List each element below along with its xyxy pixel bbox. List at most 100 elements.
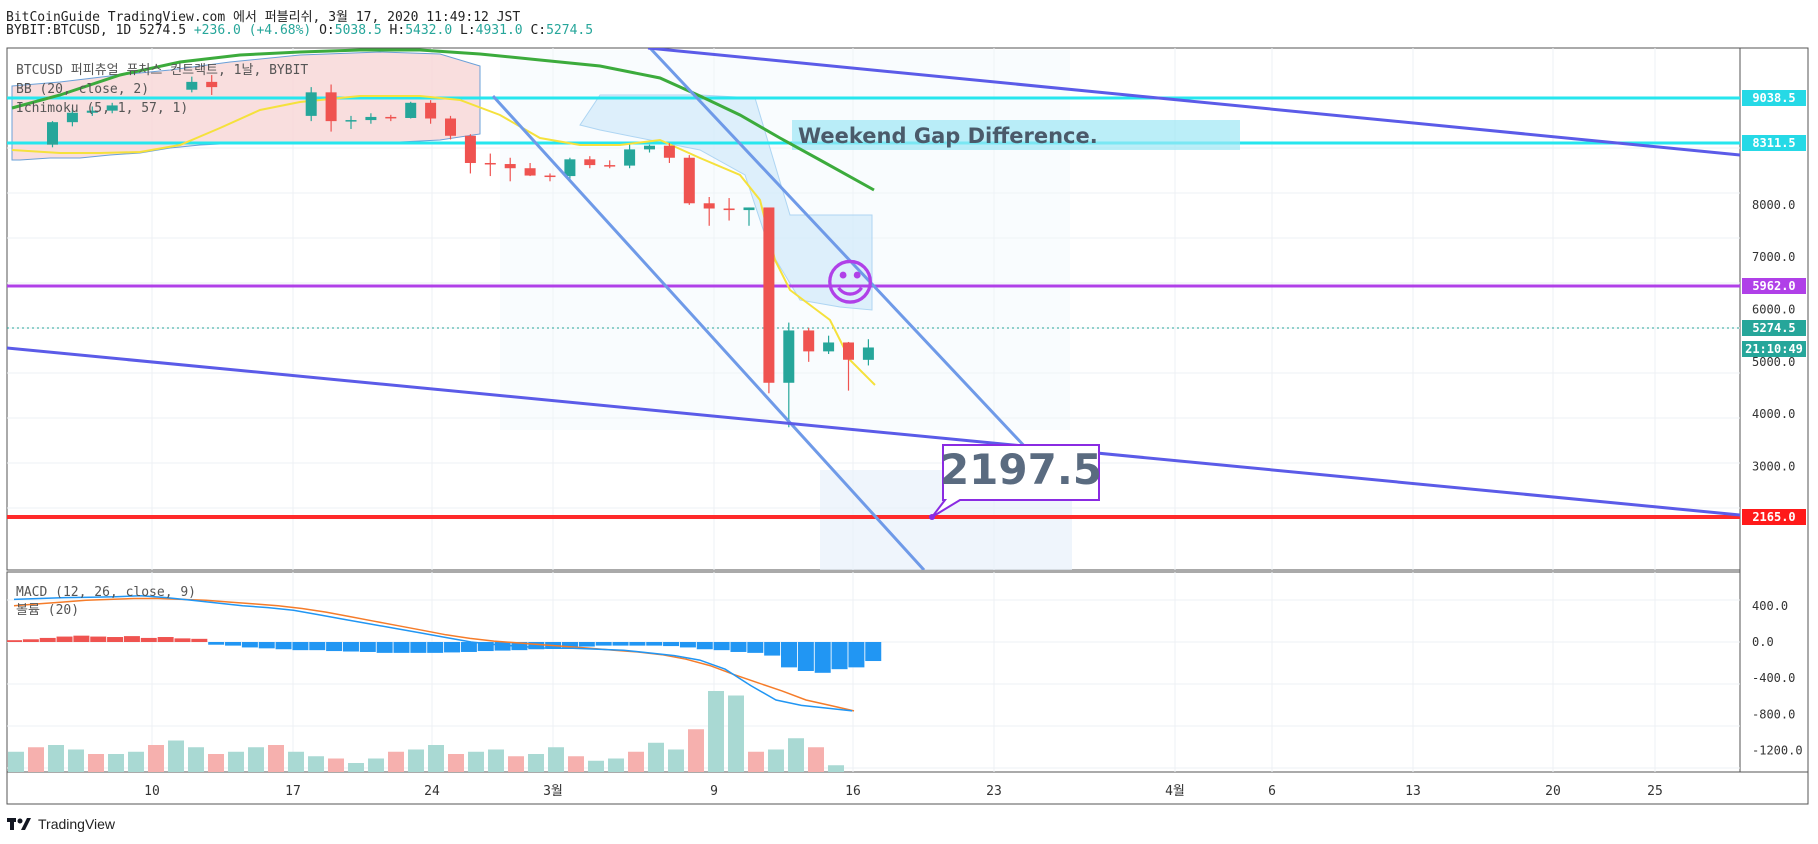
footer-brand[interactable]: TradingView bbox=[38, 816, 116, 832]
legend-bb[interactable]: BB (20, close, 2) bbox=[16, 82, 149, 97]
macd-tick-label: -1200.0 bbox=[1752, 744, 1803, 758]
time-tick-label: 20 bbox=[1545, 784, 1561, 799]
smiley-icon[interactable]: ☺ bbox=[824, 254, 876, 312]
macd-hist-bar bbox=[56, 636, 73, 642]
volume-bar bbox=[648, 742, 664, 772]
volume-bar bbox=[248, 747, 264, 772]
macd-hist-bar bbox=[679, 642, 696, 648]
price-label-box bbox=[1742, 278, 1806, 294]
candle-body bbox=[385, 116, 397, 119]
macd-hist-bar bbox=[208, 642, 225, 645]
candle-body bbox=[604, 165, 616, 167]
volume-bar bbox=[808, 747, 824, 772]
volume-bar bbox=[708, 691, 724, 772]
candle-body bbox=[66, 112, 78, 123]
macd-hist-bar bbox=[73, 635, 90, 642]
candle-body bbox=[783, 330, 795, 383]
volume-bar bbox=[688, 729, 704, 772]
high-label: H: bbox=[389, 23, 406, 38]
volume-bar bbox=[128, 751, 144, 772]
volume-bar bbox=[528, 754, 544, 772]
callout-anchor bbox=[929, 514, 935, 520]
volume-bar bbox=[48, 745, 64, 772]
chart-canvas[interactable]: Weekend Gap Difference. ☺ 2197.5 BTCUSD … bbox=[0, 0, 1818, 812]
candle-body bbox=[644, 145, 655, 150]
legend-volume[interactable]: 볼륨 (20) bbox=[16, 603, 79, 618]
candle-body bbox=[206, 81, 218, 88]
low-value: 4931.0 bbox=[475, 23, 523, 38]
macd-tick-label: -800.0 bbox=[1752, 707, 1795, 721]
close-value: 5274.5 bbox=[546, 23, 594, 38]
macd-hist-bar bbox=[646, 642, 663, 646]
legend-main-title[interactable]: BTCUSD 퍼피츄얼 퓨처스 컨트랙트, 1날, BYBIT bbox=[16, 63, 308, 78]
price-label-box bbox=[1742, 135, 1806, 151]
callout-box[interactable] bbox=[931, 444, 1100, 518]
macd-pane[interactable] bbox=[6, 571, 1741, 773]
macd-line bbox=[13, 595, 853, 712]
candle-body bbox=[862, 347, 874, 360]
macd-hist-bar bbox=[595, 642, 612, 646]
volume-bar bbox=[508, 756, 524, 772]
candle-body bbox=[564, 159, 576, 177]
time-tick-label: 3월 bbox=[543, 784, 563, 799]
volume-bar bbox=[488, 749, 504, 772]
price-axis-ticks: 8000.07000.06000.05000.04000.03000.02000… bbox=[1752, 198, 1795, 526]
candle-body bbox=[723, 208, 735, 211]
price-tick-label: 7000.0 bbox=[1752, 250, 1795, 264]
candle-body bbox=[345, 120, 357, 122]
legend-ichimoku[interactable]: Ichimoku (5, 1, 57, 1) bbox=[16, 101, 188, 116]
macd-tick-label: 0.0 bbox=[1752, 635, 1774, 649]
macd-hist-bar bbox=[90, 636, 107, 642]
macd-hist-bar bbox=[174, 638, 191, 642]
volume-bar bbox=[28, 747, 44, 772]
candle-body bbox=[803, 330, 815, 352]
time-scale[interactable] bbox=[6, 771, 1809, 805]
volume-bar bbox=[768, 749, 784, 772]
volume-bar bbox=[228, 751, 244, 772]
descending-channel-lower[interactable] bbox=[7, 346, 1740, 517]
price-label-text: 5274.5 bbox=[1752, 321, 1795, 335]
volume-bar bbox=[68, 749, 84, 772]
macd-hist-bar bbox=[410, 642, 427, 653]
macd-hist-bar bbox=[477, 642, 494, 652]
volume-bar bbox=[288, 751, 304, 772]
legend-macd[interactable]: MACD (12, 26, close, 9) bbox=[16, 585, 196, 600]
macd-hist-bar bbox=[730, 642, 747, 652]
volume-bar bbox=[448, 754, 464, 772]
footer: TradingView bbox=[6, 812, 115, 836]
macd-hist-bar bbox=[612, 642, 629, 646]
candle-body bbox=[743, 207, 755, 211]
volume-bar bbox=[328, 758, 344, 772]
macd-hist-bar bbox=[107, 637, 124, 642]
candle-body bbox=[484, 162, 496, 165]
price-tick-label: 8000.0 bbox=[1752, 198, 1795, 212]
macd-hist-bar bbox=[225, 642, 242, 646]
macd-hist-bar bbox=[797, 642, 814, 671]
ohlc-bar: BYBIT:BTCUSD, 1D 5274.5 +236.0 (+4.68%) … bbox=[6, 23, 593, 38]
candlestick-series[interactable] bbox=[47, 75, 874, 428]
macd-tick-label: -400.0 bbox=[1752, 671, 1795, 685]
time-tick-label: 13 bbox=[1405, 784, 1421, 799]
price-label-text: 8311.5 bbox=[1752, 136, 1795, 150]
open-label: O: bbox=[319, 23, 335, 38]
close-label: C: bbox=[530, 23, 547, 38]
volume-bar bbox=[148, 745, 164, 772]
low-label: L: bbox=[460, 23, 476, 38]
time-tick-label: 25 bbox=[1647, 784, 1663, 799]
macd-hist-bar bbox=[326, 642, 343, 652]
time-tick-label: 17 bbox=[285, 784, 301, 799]
parallel-channel-upper[interactable] bbox=[648, 48, 1030, 452]
symbol-label[interactable]: BYBIT:BTCUSD, 1D bbox=[6, 23, 132, 38]
volume-bar bbox=[388, 751, 404, 772]
volume-bar bbox=[208, 754, 224, 772]
candle-body bbox=[683, 157, 695, 204]
volume-bar bbox=[828, 765, 844, 772]
macd-hist-bar bbox=[814, 642, 831, 673]
macd-hist-bar bbox=[123, 636, 140, 642]
descending-channel-upper[interactable] bbox=[647, 48, 1740, 157]
macd-tick-label: 400.0 bbox=[1752, 599, 1788, 613]
candle-body bbox=[405, 102, 417, 118]
tradingview-logo-icon bbox=[7, 818, 31, 830]
gap-annotation-box[interactable] bbox=[792, 120, 1240, 150]
parallel-channel-lower[interactable] bbox=[491, 94, 926, 570]
